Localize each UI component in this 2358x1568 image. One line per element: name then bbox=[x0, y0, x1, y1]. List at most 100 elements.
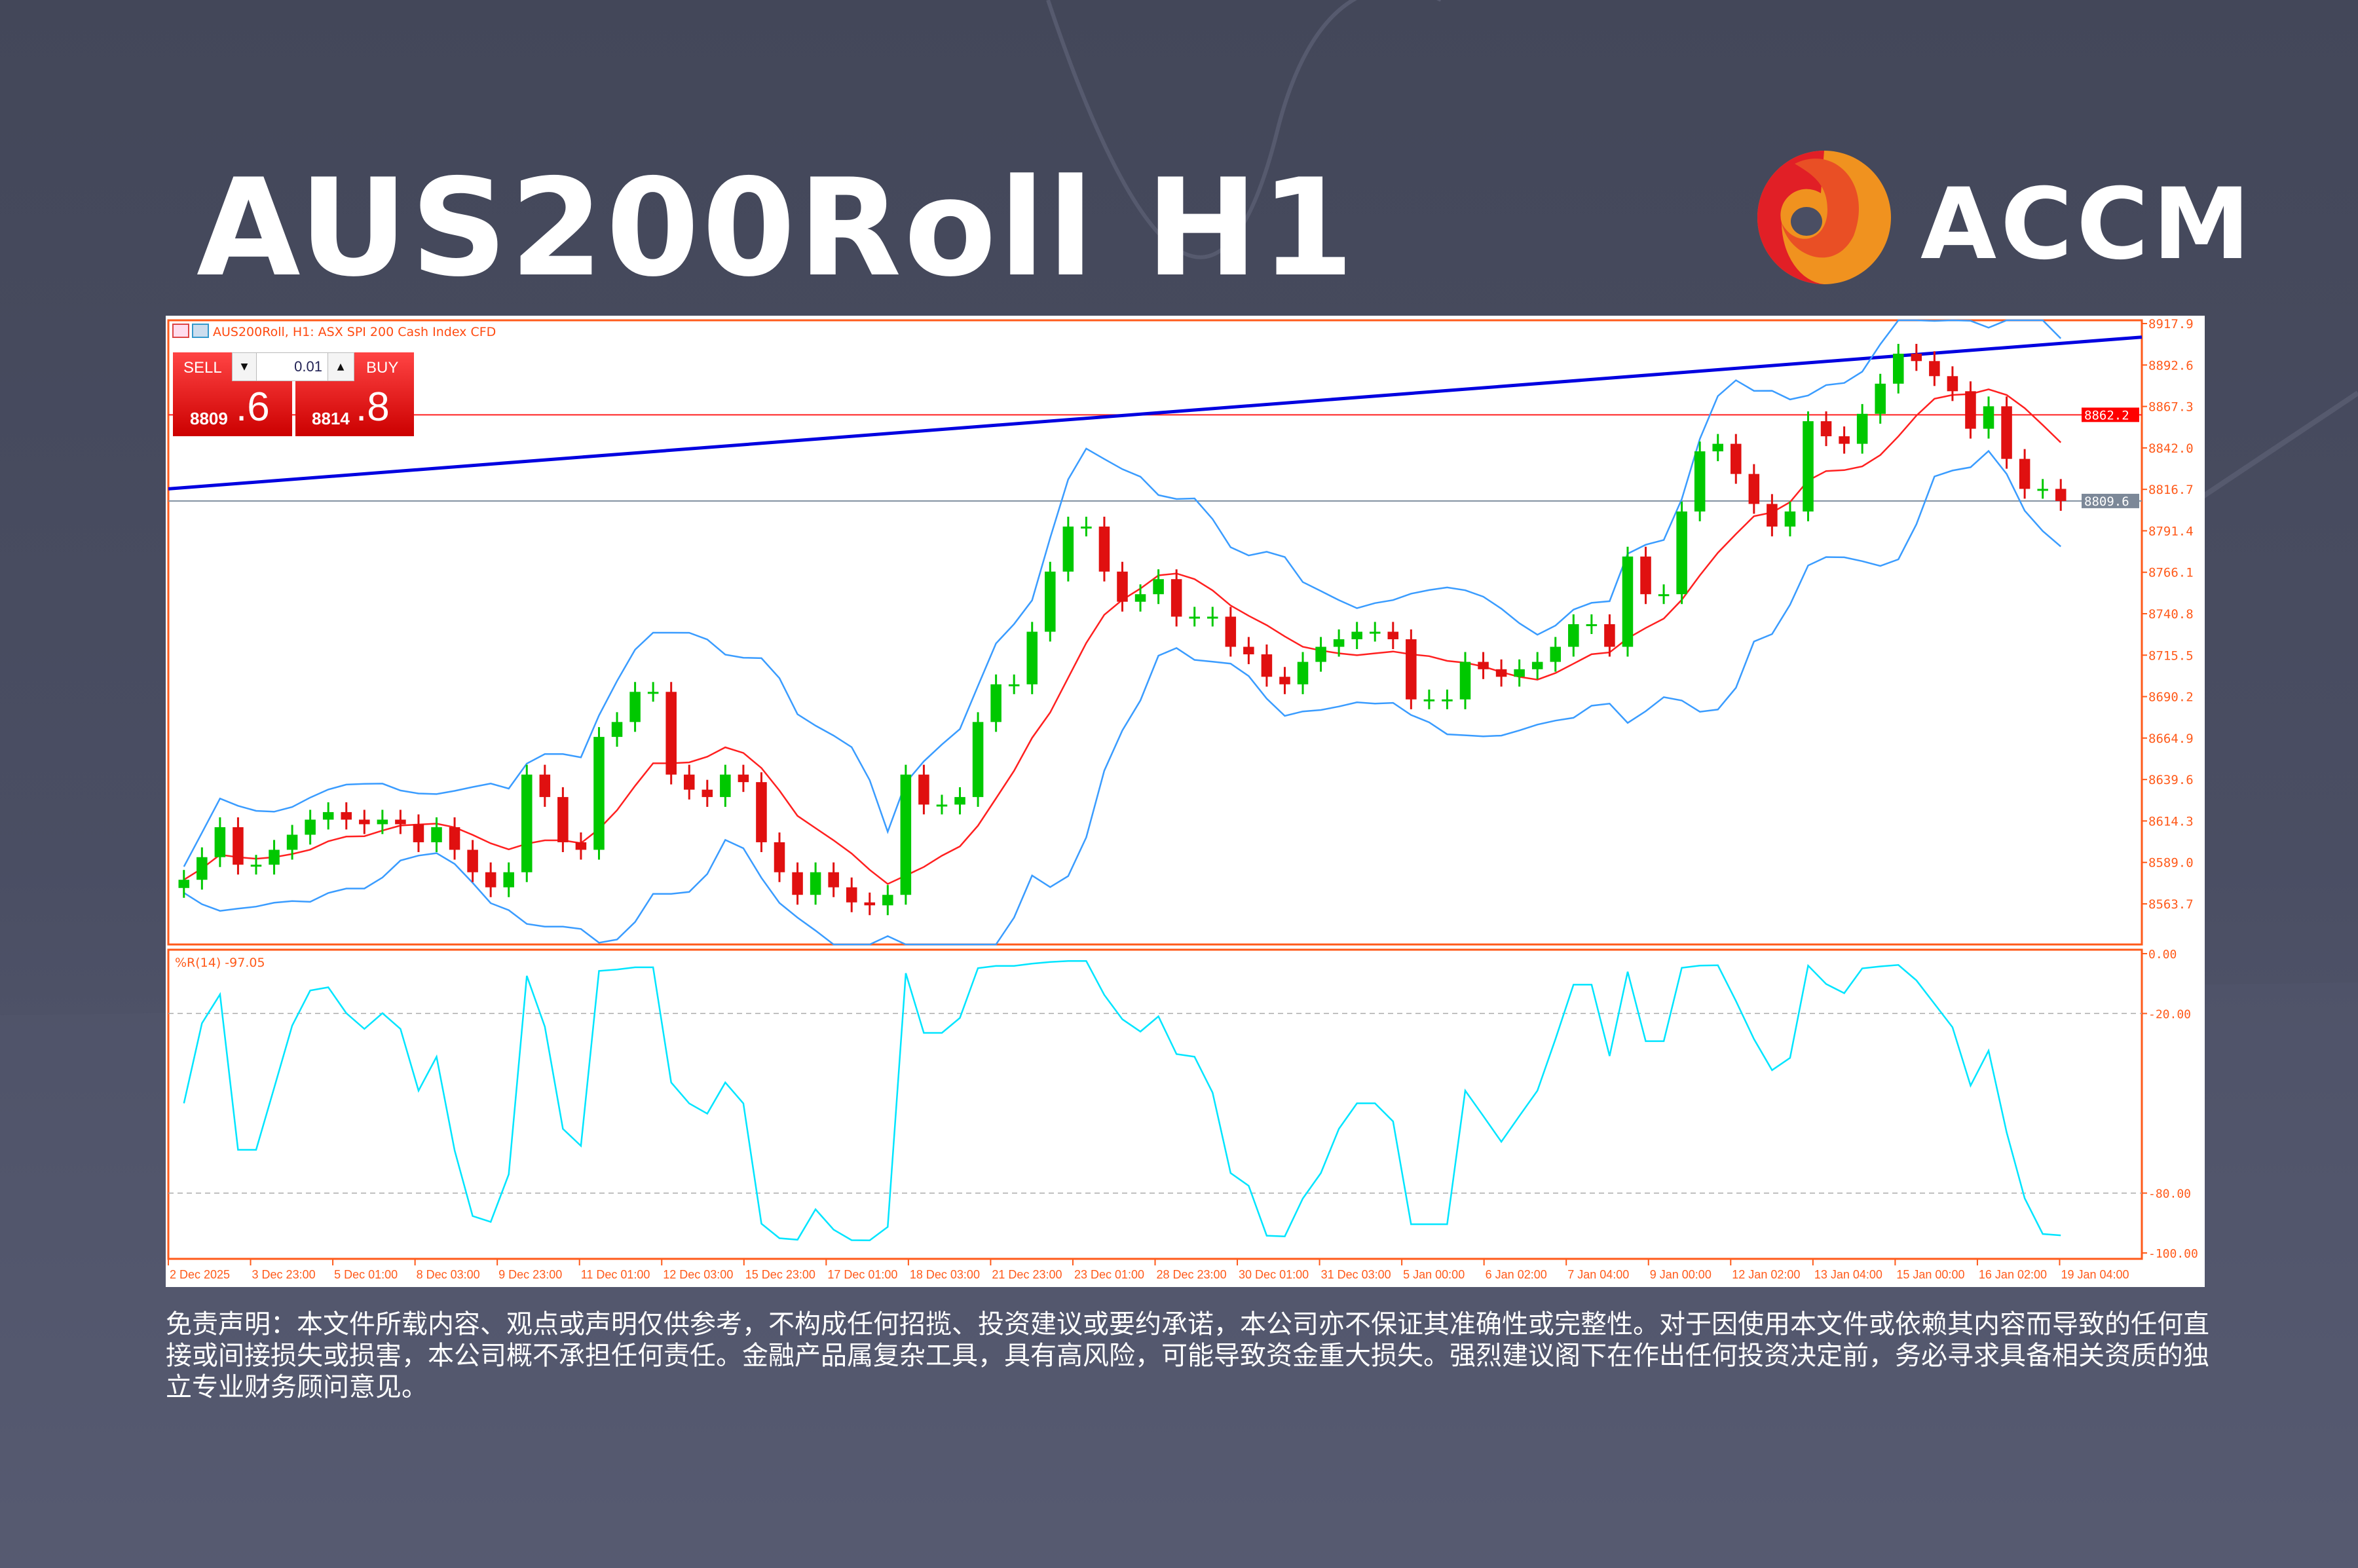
candle bbox=[503, 862, 514, 897]
candle-body bbox=[557, 796, 569, 842]
sell-button[interactable]: SELL 8809 .6 bbox=[173, 352, 292, 436]
candle bbox=[846, 877, 857, 912]
lot-size-stepper[interactable]: ▼ 0.01 ▲ bbox=[232, 352, 354, 381]
candle bbox=[954, 787, 965, 815]
candle-body bbox=[1839, 436, 1850, 444]
candle bbox=[1008, 674, 1020, 694]
candle-body bbox=[1459, 662, 1471, 700]
candle-body bbox=[1495, 669, 1507, 677]
candle-body bbox=[1225, 616, 1237, 647]
candle bbox=[286, 825, 298, 860]
candle-body bbox=[1694, 451, 1706, 512]
candle bbox=[1117, 561, 1128, 612]
candle bbox=[575, 832, 587, 860]
price-tick-label: 8917.9 bbox=[2148, 317, 2194, 331]
candle bbox=[1892, 344, 1904, 394]
candle-body bbox=[322, 812, 334, 820]
price-tick-label: 8842.0 bbox=[2148, 441, 2194, 456]
chart-symbol-title: AUS200Roll, H1: ASX SPI 200 Cash Index C… bbox=[213, 325, 496, 339]
price-tick-label: 8892.6 bbox=[2148, 358, 2194, 373]
candle bbox=[341, 802, 352, 830]
candle-body bbox=[575, 842, 587, 850]
candle-body bbox=[1026, 631, 1038, 684]
candle-body bbox=[1586, 624, 1598, 627]
candle-body bbox=[1748, 474, 1760, 504]
time-tick-label: 2 Dec 2025 bbox=[170, 1268, 230, 1281]
time-tick-label: 21 Dec 23:00 bbox=[992, 1268, 1062, 1281]
candle bbox=[1604, 614, 1615, 657]
candle-body bbox=[1170, 579, 1182, 617]
candle bbox=[1297, 652, 1309, 694]
candle bbox=[629, 682, 641, 732]
price-tick-label: 8563.7 bbox=[2148, 897, 2194, 912]
candle bbox=[828, 862, 839, 897]
price-marker-high-box bbox=[2082, 407, 2139, 422]
candle-body bbox=[1622, 556, 1634, 647]
candle-body bbox=[954, 796, 965, 805]
candle-body bbox=[1550, 646, 1562, 662]
candle-body bbox=[250, 865, 262, 867]
candle bbox=[1134, 584, 1146, 612]
candle bbox=[720, 764, 731, 807]
williams-r-line bbox=[183, 960, 2061, 1241]
time-tick-label: 18 Dec 03:00 bbox=[910, 1268, 980, 1281]
candle bbox=[1189, 607, 1200, 627]
candle bbox=[1712, 434, 1723, 462]
candle-body bbox=[1731, 443, 1742, 474]
candle bbox=[1478, 652, 1489, 679]
candle-body bbox=[1297, 662, 1309, 684]
chart-window-icon[interactable] bbox=[172, 324, 189, 338]
candle-body bbox=[1604, 624, 1615, 647]
candle-body bbox=[485, 872, 496, 887]
candle-body bbox=[286, 834, 298, 850]
time-tick-label: 15 Jan 00:00 bbox=[1896, 1268, 1964, 1281]
candle bbox=[665, 682, 677, 785]
indicator-label: %R(14) -97.05 bbox=[175, 956, 265, 970]
candle bbox=[1207, 607, 1218, 627]
candle bbox=[2037, 479, 2048, 499]
price-marker-bid-box bbox=[2082, 493, 2139, 508]
candle bbox=[1784, 501, 1796, 536]
candle-body bbox=[1983, 406, 1994, 429]
candle bbox=[1983, 396, 1994, 439]
time-tick-label: 31 Dec 03:00 bbox=[1321, 1268, 1391, 1281]
candle bbox=[2001, 396, 2012, 469]
candle bbox=[1514, 659, 1525, 687]
candle-body bbox=[1243, 646, 1254, 655]
bollinger-lower-band bbox=[183, 449, 2062, 946]
candle bbox=[1640, 546, 1651, 605]
indicator-pane-frame bbox=[167, 948, 2143, 1260]
time-tick-label: 12 Jan 02:00 bbox=[1732, 1268, 1800, 1281]
candle-body bbox=[1134, 594, 1146, 602]
trading-chart[interactable]: 8917.9 8892.6 8867.3 8842.0 8816.7 8791.4 8766… bbox=[166, 316, 2205, 1287]
time-tick-label: 30 Dec 01:00 bbox=[1239, 1268, 1309, 1281]
candle bbox=[1062, 516, 1074, 582]
candle bbox=[864, 892, 876, 916]
lot-decrease-icon[interactable]: ▼ bbox=[240, 362, 248, 372]
candle bbox=[1045, 561, 1056, 642]
candle-body bbox=[377, 819, 388, 825]
time-tick-label: 9 Jan 00:00 bbox=[1650, 1268, 1712, 1281]
candle-body bbox=[846, 887, 857, 903]
candle bbox=[647, 682, 659, 702]
price-tick-label: 8690.2 bbox=[2148, 690, 2194, 705]
lot-size-input[interactable]: 0.01 bbox=[256, 353, 328, 381]
sell-price-main: 8809 bbox=[190, 409, 228, 428]
candle bbox=[1767, 494, 1778, 536]
candle-body bbox=[1478, 662, 1489, 669]
one-click-trading-icon[interactable] bbox=[192, 324, 209, 338]
candle bbox=[467, 840, 478, 882]
time-tick-label: 16 Jan 02:00 bbox=[1979, 1268, 2047, 1281]
candle bbox=[990, 674, 1001, 732]
brand-name: ACCM bbox=[1920, 168, 2255, 282]
candle-body bbox=[233, 827, 244, 865]
candle-body bbox=[1008, 684, 1020, 686]
candle-body bbox=[1531, 662, 1543, 669]
candle-body bbox=[1712, 443, 1723, 452]
lot-increase-icon[interactable]: ▲ bbox=[337, 362, 345, 372]
candle bbox=[1387, 622, 1399, 650]
chart-canvas[interactable]: 8917.9 8892.6 8867.3 8842.0 8816.7 8791.4 8766… bbox=[166, 316, 2205, 1287]
buy-label: BUY bbox=[366, 359, 399, 377]
candle bbox=[377, 810, 388, 834]
candle-body bbox=[611, 722, 623, 737]
